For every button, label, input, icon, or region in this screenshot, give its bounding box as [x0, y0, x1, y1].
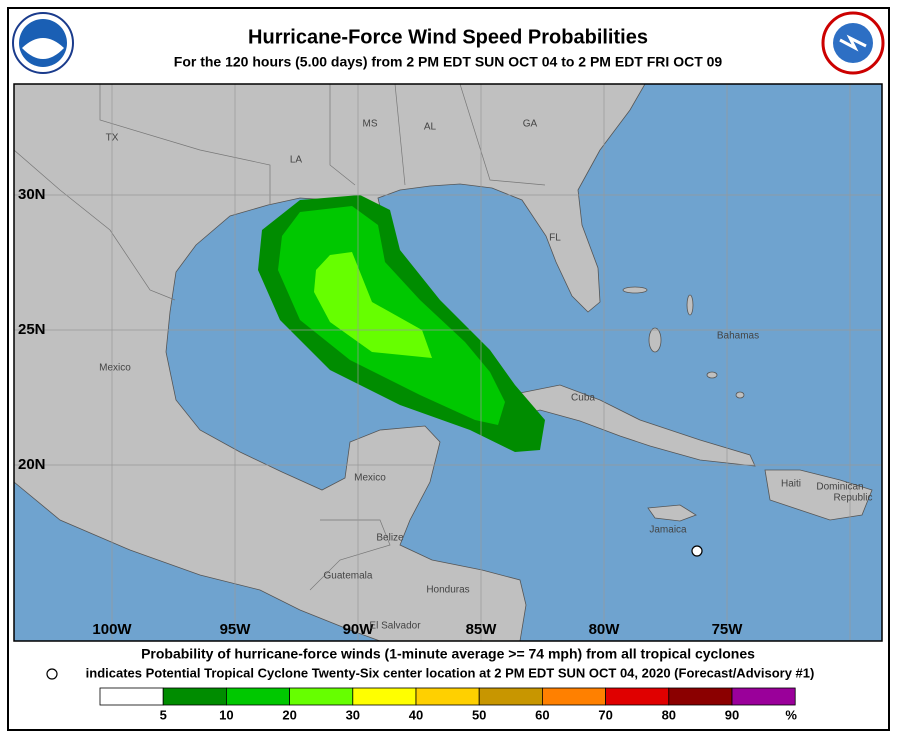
legend-swatch: [162, 687, 227, 706]
map: 30N 25N 20N 100W 95W 90W 85W 80W 75W TX MS AL GA LA FL…: [14, 84, 882, 641]
place-label: Mexico: [354, 473, 386, 484]
subtitle: For the 120 hours (5.00 days) from 2 PM …: [174, 54, 723, 70]
graticule: [14, 84, 882, 641]
nws-logo: [821, 11, 885, 75]
legend-swatch: [415, 687, 480, 706]
place-label: El Salvador: [369, 621, 421, 632]
place-label: Honduras: [426, 585, 469, 596]
legend: 5 10 20 30 40 50 60 70 80 90%: [99, 687, 797, 722]
probability-contours: [258, 195, 545, 452]
lon-label: 85W: [466, 621, 498, 638]
place-label: AL: [424, 122, 437, 133]
place-label: GA: [523, 119, 538, 130]
lat-label: 20N: [18, 456, 46, 473]
legend-label: 80: [662, 707, 676, 722]
lon-label: 80W: [589, 621, 621, 638]
legend-label: 5: [160, 707, 167, 722]
place-label: Bahamas: [717, 331, 759, 342]
place-label: TX: [106, 133, 119, 144]
legend-label: 40: [409, 707, 423, 722]
place-label: LA: [290, 155, 303, 166]
lon-label: 90W: [343, 621, 375, 638]
noaa-logo: [12, 12, 74, 74]
land: [14, 84, 873, 641]
legend-swatch: [225, 687, 290, 706]
note: indicates Potential Tropical Cyclone Twe…: [86, 665, 815, 680]
legend-swatch: [731, 687, 796, 706]
caption: Probability of hurricane-force winds (1-…: [141, 646, 755, 662]
lon-label: 75W: [712, 621, 744, 638]
place-label: Cuba: [571, 393, 595, 404]
storm-center: [691, 545, 703, 557]
legend-swatch: [289, 687, 354, 706]
legend-swatch: [542, 687, 607, 706]
place-label: Mexico: [99, 363, 131, 374]
legend-label: 90: [725, 707, 739, 722]
borders: [14, 84, 546, 591]
lat-label: 30N: [18, 186, 46, 203]
legend-swatch: [99, 687, 164, 706]
legend-label: 60: [535, 707, 549, 722]
place-label: MS: [363, 119, 378, 130]
place-label: FL: [549, 233, 561, 244]
place-label: Haiti: [781, 479, 801, 490]
legend-label: 20: [282, 707, 296, 722]
place-label: Belize: [376, 533, 404, 544]
legend-swatch: [352, 687, 417, 706]
labels: 30N 25N 20N 100W 95W 90W 85W 80W 75W TX MS AL GA LA FL…: [18, 119, 872, 638]
place-label: Republic: [834, 493, 873, 504]
legend-label: 50: [472, 707, 486, 722]
lon-label: 100W: [92, 621, 132, 638]
legend-label: 70: [598, 707, 612, 722]
map-border: [13, 83, 883, 642]
legend-label: 30: [346, 707, 360, 722]
place-label: Guatemala: [324, 571, 373, 582]
place-label: Jamaica: [649, 525, 687, 536]
legend-swatch: [478, 687, 543, 706]
place-label: Dominican: [816, 482, 863, 493]
legend-unit: %: [785, 707, 797, 722]
legend-swatch: [668, 687, 733, 706]
lat-label: 25N: [18, 321, 46, 338]
center-symbol: [46, 668, 58, 680]
legend-label: 10: [219, 707, 233, 722]
title: Hurricane-Force Wind Speed Probabilities: [248, 26, 648, 48]
legend-swatch: [605, 687, 670, 706]
lon-label: 95W: [220, 621, 252, 638]
